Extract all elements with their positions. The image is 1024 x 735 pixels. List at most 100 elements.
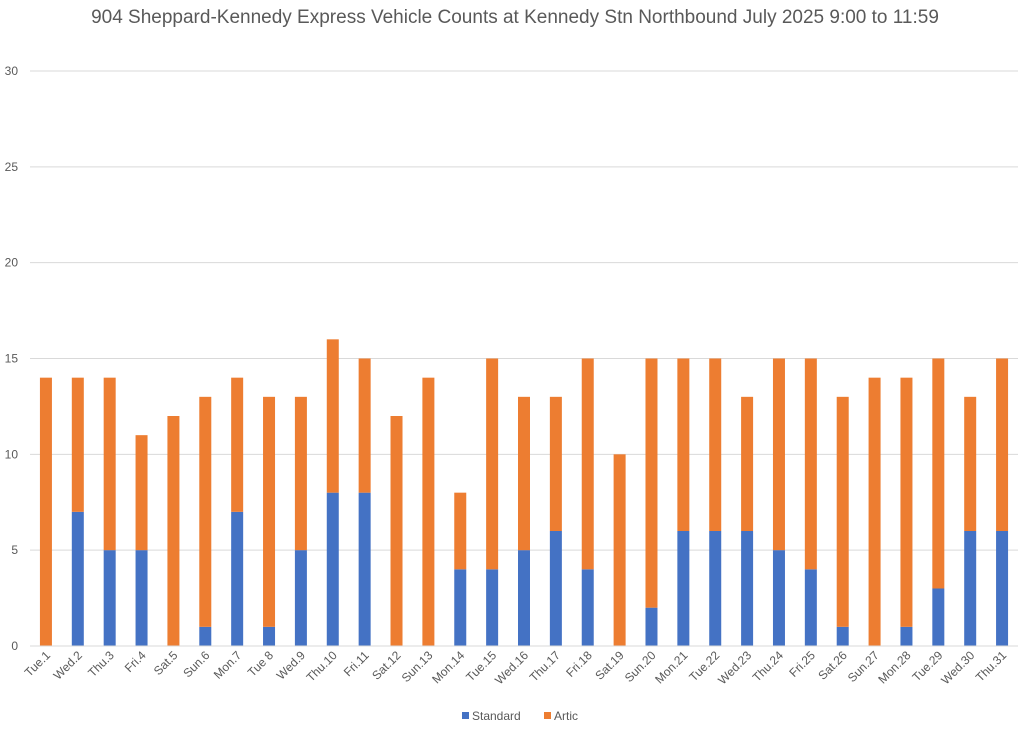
x-tick-label: Mon.21	[652, 648, 690, 686]
bar-artic-5	[167, 416, 180, 646]
bar-standard-23	[741, 531, 754, 646]
legend-swatch-artic	[544, 712, 551, 719]
x-tick-label: Thu.24	[750, 648, 787, 685]
bar-standard-24	[772, 550, 785, 646]
bar-standard-28	[900, 626, 913, 646]
bar-standard-2	[71, 511, 84, 646]
y-tick-label: 25	[5, 160, 19, 174]
bar-artic-1	[39, 377, 52, 646]
legend-swatch-standard	[462, 712, 469, 719]
x-tick-label: Thu.3	[85, 648, 117, 680]
bar-standard-8	[263, 626, 276, 646]
bar-standard-15	[486, 569, 499, 646]
x-tick-label: Fri.11	[341, 648, 372, 679]
x-tick-label: Fri.25	[786, 648, 818, 680]
bar-standard-4	[135, 550, 148, 646]
x-tick-label: Mon.28	[875, 648, 913, 686]
bar-artic-20	[645, 358, 658, 608]
y-axis-tick-labels: 0 5 10 15 20 25 30	[5, 64, 19, 653]
y-tick-label: 15	[5, 352, 19, 366]
x-tick-label: Mon.14	[429, 648, 467, 686]
y-tick-label: 20	[5, 256, 19, 270]
bar-standard-14	[454, 569, 467, 646]
bar-standard-29	[932, 588, 945, 646]
x-tick-label: Tue 8	[245, 648, 277, 680]
bar-artic-30	[964, 396, 977, 531]
bar-standard-26	[836, 626, 849, 646]
bar-standard-17	[549, 531, 562, 646]
bar-standard-21	[677, 531, 690, 646]
bar-artic-14	[454, 492, 467, 570]
bar-artic-21	[677, 358, 690, 531]
bar-artic-12	[390, 416, 403, 646]
bar-standard-25	[804, 569, 817, 646]
bar-artic-19	[613, 454, 626, 646]
bar-artic-16	[518, 396, 530, 551]
bar-standard-10	[326, 492, 339, 646]
bar-standard-9	[294, 550, 307, 646]
bar-artic-17	[549, 396, 562, 531]
bar-artic-13	[422, 377, 435, 646]
y-tick-label: 10	[5, 447, 19, 461]
y-tick-label: 30	[5, 64, 19, 78]
bar-artic-15	[486, 358, 499, 570]
bar-artic-3	[103, 377, 116, 551]
bar-artic-9	[294, 396, 307, 551]
bar-artic-4	[135, 435, 148, 551]
x-tick-label: Fri.18	[563, 648, 595, 680]
bar-standard-3	[103, 550, 116, 646]
bar-artic-8	[263, 396, 276, 627]
bar-artic-6	[199, 396, 212, 627]
bar-artic-31	[996, 358, 1009, 531]
x-tick-label: Wed.23	[715, 648, 754, 687]
bar-artic-29	[932, 358, 945, 589]
bar-standard-6	[199, 626, 212, 646]
bar-artic-24	[772, 358, 785, 551]
bar-standard-30	[964, 531, 977, 646]
bar-artic-28	[900, 377, 913, 627]
bars	[39, 339, 1009, 646]
bar-artic-7	[231, 377, 244, 512]
bar-standard-18	[581, 569, 594, 646]
x-tick-label: Mon.7	[211, 648, 245, 682]
bar-artic-22	[709, 358, 722, 531]
bar-standard-7	[231, 511, 244, 646]
bar-artic-18	[581, 358, 594, 570]
bar-artic-23	[741, 396, 754, 531]
x-tick-label: Thu.17	[527, 648, 564, 685]
bar-artic-26	[836, 396, 849, 627]
x-tick-label: Thu.31	[973, 648, 1010, 685]
x-tick-label: Sat.5	[151, 648, 181, 678]
bar-standard-16	[518, 550, 530, 646]
x-tick-label: Wed.30	[938, 648, 977, 687]
bar-standard-20	[645, 607, 658, 646]
bar-artic-10	[326, 339, 339, 493]
x-tick-label: Sun.13	[399, 648, 436, 685]
x-tick-label: Wed.9	[274, 648, 309, 683]
bar-standard-11	[358, 492, 371, 646]
legend-label-standard: Standard	[472, 709, 521, 723]
x-tick-label: Sun.27	[845, 648, 882, 685]
chart-title: 904 Sheppard-Kennedy Express Vehicle Cou…	[91, 7, 939, 28]
x-tick-label: Sat.26	[815, 648, 850, 683]
x-tick-label: Wed.2	[51, 648, 86, 683]
x-tick-label: Sun.6	[180, 648, 212, 680]
bar-artic-27	[868, 377, 881, 646]
bar-artic-2	[71, 377, 84, 512]
legend: Standard Artic	[462, 709, 578, 723]
x-tick-label: Sat.19	[592, 648, 627, 683]
x-tick-label: Tue.1	[22, 648, 54, 680]
x-tick-label: Wed.16	[492, 648, 531, 687]
x-tick-label: Fri.4	[122, 648, 149, 675]
x-tick-label: Sat.12	[369, 648, 404, 683]
bar-standard-22	[709, 531, 722, 646]
x-tick-label: Thu.10	[304, 648, 341, 685]
bar-standard-31	[996, 531, 1009, 646]
x-tick-label: Sun.20	[622, 648, 659, 685]
bar-artic-11	[358, 358, 371, 493]
y-tick-label: 5	[11, 543, 18, 557]
bar-artic-25	[804, 358, 817, 570]
legend-label-artic: Artic	[554, 709, 578, 723]
